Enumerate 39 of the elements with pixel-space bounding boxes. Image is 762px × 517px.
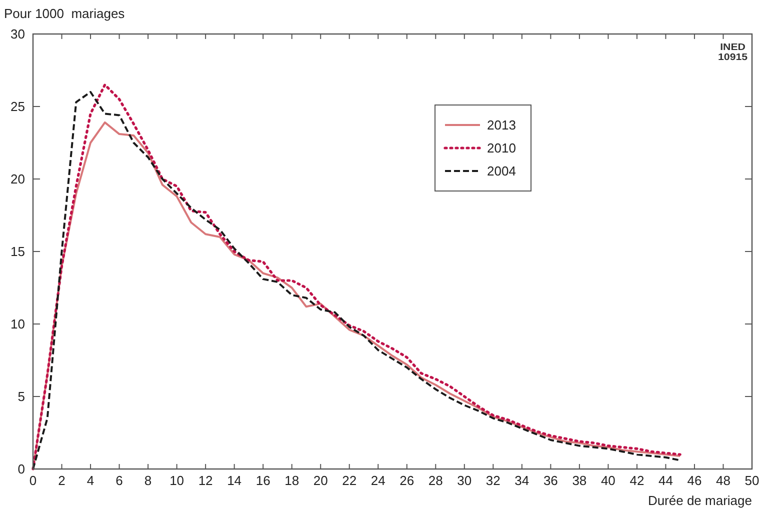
x-tick-label: 8 <box>144 473 152 488</box>
x-tick-label: 30 <box>457 473 472 488</box>
x-tick-label: 40 <box>600 473 616 488</box>
annotation: INED 10915 <box>718 42 748 63</box>
y-tick-label: 5 <box>18 389 25 404</box>
x-tick-label: 34 <box>514 473 530 488</box>
x-tick-label: 2 <box>58 473 66 488</box>
x-tick-label: 22 <box>342 473 357 488</box>
y-tick-label: 0 <box>18 462 25 477</box>
y-tick-label: 30 <box>10 26 25 42</box>
x-tick-label: 18 <box>284 473 300 488</box>
x-tick-label: 20 <box>313 473 328 488</box>
y-tick-label: 15 <box>10 244 25 260</box>
x-tick-label: 24 <box>370 473 386 488</box>
x-tick-label: 38 <box>572 473 587 488</box>
legend-label: 2013 <box>487 118 516 133</box>
x-tick-label: 4 <box>86 473 94 488</box>
legend-label: 2004 <box>487 164 516 179</box>
x-tick-label: 14 <box>227 473 242 488</box>
x-tick-label: 48 <box>716 473 730 488</box>
x-tick-label: 32 <box>486 473 500 488</box>
y-axis-title: Pour 1000 mariages <box>4 6 126 21</box>
y-tick-label: 25 <box>10 99 25 114</box>
x-tick-label: 26 <box>400 473 414 488</box>
legend-label: 2010 <box>487 140 516 156</box>
x-axis-title: Durée de mariage <box>648 493 752 508</box>
x-tick-label: 50 <box>744 473 760 488</box>
y-tick-label: 10 <box>10 316 25 332</box>
x-tick-label: 16 <box>256 473 270 488</box>
x-tick-label: 12 <box>198 473 213 488</box>
x-tick-label: 42 <box>630 473 644 488</box>
x-tick-label: 36 <box>543 473 558 488</box>
x-tick-label: 44 <box>658 473 673 488</box>
x-tick-label: 10 <box>170 473 184 488</box>
x-tick-label: 6 <box>116 473 123 488</box>
y-tick-label: 20 <box>10 172 25 187</box>
x-tick-label: 28 <box>428 473 443 488</box>
x-tick-label: 0 <box>29 473 37 488</box>
x-tick-label: 46 <box>687 473 702 488</box>
